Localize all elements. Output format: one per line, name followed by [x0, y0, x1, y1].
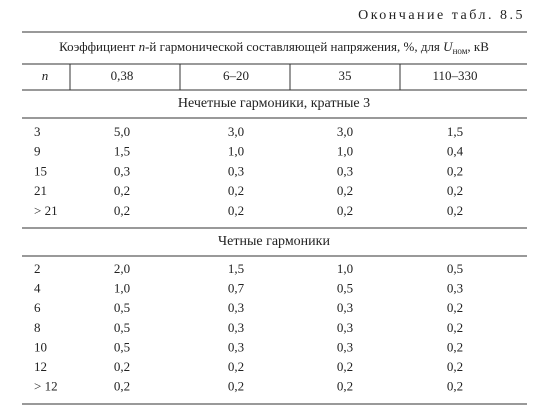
cell: 0,5	[337, 281, 353, 296]
cell: 3,0	[337, 124, 353, 139]
cell: 0,2	[447, 163, 463, 178]
cell: 9	[34, 144, 41, 159]
rules	[22, 31, 527, 405]
caption: Окончание табл. 8.5	[358, 8, 525, 23]
cell: 1,0	[228, 144, 244, 159]
cell: 0,2	[447, 339, 463, 354]
cell: 4	[34, 281, 41, 296]
header-prefix: Коэффициент	[59, 39, 136, 54]
cell: 2,0	[114, 261, 130, 276]
header-suffix: , кВ	[467, 39, 489, 54]
cell: > 21	[34, 203, 58, 218]
cell: 15	[34, 163, 47, 178]
header-n: n	[139, 39, 146, 54]
cell: 1,0	[337, 261, 353, 276]
cell: 0,2	[447, 379, 463, 394]
section-title: Нечетные гармоники, кратные 3	[178, 96, 370, 111]
cell: 0,2	[228, 203, 244, 218]
cell: 0,2	[114, 183, 130, 198]
header-u: U	[443, 39, 454, 54]
cell: 1,0	[114, 281, 130, 296]
cell: 0,3	[228, 320, 244, 335]
cell: 0,5	[447, 261, 463, 276]
cell: 0,2	[447, 203, 463, 218]
cell: 1,5	[447, 124, 463, 139]
cell: 0,2	[114, 203, 130, 218]
cell: 0,5	[114, 300, 130, 315]
cell: 0,4	[447, 144, 464, 159]
cell: 8	[34, 320, 41, 335]
cell: 5,0	[114, 124, 130, 139]
cell: 10	[34, 339, 47, 354]
cell: 0,2	[114, 379, 130, 394]
header: Коэффициент n-й гармонической составляющ…	[59, 39, 489, 56]
cell: 0,3	[337, 163, 353, 178]
cell: 0,2	[114, 359, 130, 374]
cell: 0,2	[447, 320, 463, 335]
cell: 0,3	[337, 300, 353, 315]
cell: 12	[34, 359, 47, 374]
cell: 1,0	[337, 144, 353, 159]
cell: 3,0	[228, 124, 244, 139]
cell: 0,3	[228, 339, 244, 354]
cell: 0,2	[447, 183, 463, 198]
cell: 0,5	[114, 339, 130, 354]
cell: 0,2	[228, 183, 244, 198]
cell: 0,2	[337, 203, 353, 218]
column-header: 0,38	[111, 68, 134, 83]
cell: 0,3	[447, 281, 463, 296]
column-header: n	[42, 68, 49, 83]
cell: 0,2	[447, 300, 463, 315]
column-header: 6–20	[223, 68, 249, 83]
cell: 3	[34, 124, 41, 139]
column-header: 110–330	[432, 68, 477, 83]
cell: 0,2	[228, 379, 244, 394]
section-title: Четные гармоники	[218, 234, 330, 249]
cell: 0,2	[337, 359, 353, 374]
header-sub: ном	[453, 46, 468, 56]
cell: 1,5	[114, 144, 130, 159]
cell: 0,2	[337, 183, 353, 198]
cell: 1,5	[228, 261, 244, 276]
cell: 21	[34, 183, 47, 198]
cell: 0,5	[114, 320, 130, 335]
cell: 0,7	[228, 281, 245, 296]
cell: 0,3	[228, 300, 244, 315]
cell: 0,2	[447, 359, 463, 374]
cell: 6	[34, 300, 41, 315]
cell: > 12	[34, 379, 58, 394]
cell: 0,3	[337, 320, 353, 335]
cell: 2	[34, 261, 41, 276]
cell: 0,3	[228, 163, 244, 178]
cell: 0,2	[228, 359, 244, 374]
cell: 0,2	[337, 379, 353, 394]
cell: 0,3	[114, 163, 130, 178]
cell: 0,3	[337, 339, 353, 354]
header-middle: -й гармонической составляющей напряжения…	[145, 39, 440, 54]
column-header: 35	[339, 68, 352, 83]
